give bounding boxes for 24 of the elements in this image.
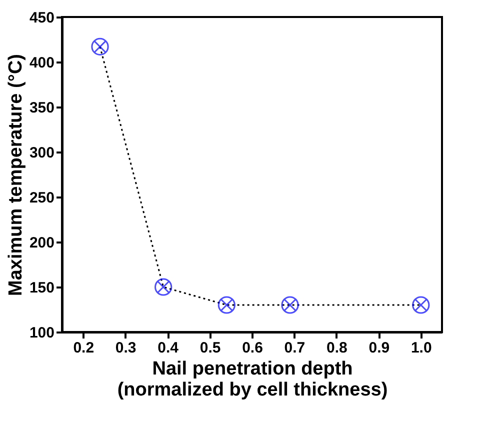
x-tick-label: 1.0 bbox=[410, 340, 432, 356]
x-axis-title: Nail penetration depth (normalized by cell thickness) bbox=[117, 358, 388, 400]
x-tick-label: 0.4 bbox=[158, 340, 180, 356]
x-tick-label: 0.8 bbox=[326, 340, 348, 356]
point bbox=[154, 278, 172, 296]
x-tick-label: 0.3 bbox=[115, 340, 136, 356]
point bbox=[281, 296, 299, 314]
y-tick-label: 150 bbox=[29, 280, 54, 296]
y-tick-label: 200 bbox=[29, 234, 54, 252]
x-tick-label: 0.9 bbox=[368, 340, 390, 356]
y-tick-label: 250 bbox=[29, 190, 54, 206]
x-tick-label: 0.7 bbox=[284, 340, 306, 356]
y-tick-label: 450 bbox=[29, 10, 54, 26]
x-tick-label: 0.5 bbox=[200, 340, 221, 356]
x-tick-label: 0.6 bbox=[242, 340, 263, 356]
x-tick-label: 0.2 bbox=[73, 340, 94, 356]
y-axis-title: Maximum temperature (°C) bbox=[5, 54, 26, 296]
y-tick-label: 400 bbox=[29, 54, 54, 72]
y-tick-label: 100 bbox=[29, 324, 54, 342]
point bbox=[218, 296, 236, 314]
y-tick-label: 350 bbox=[29, 100, 54, 116]
y-tick-label: 300 bbox=[29, 144, 54, 162]
point bbox=[412, 296, 430, 314]
point bbox=[91, 38, 109, 56]
